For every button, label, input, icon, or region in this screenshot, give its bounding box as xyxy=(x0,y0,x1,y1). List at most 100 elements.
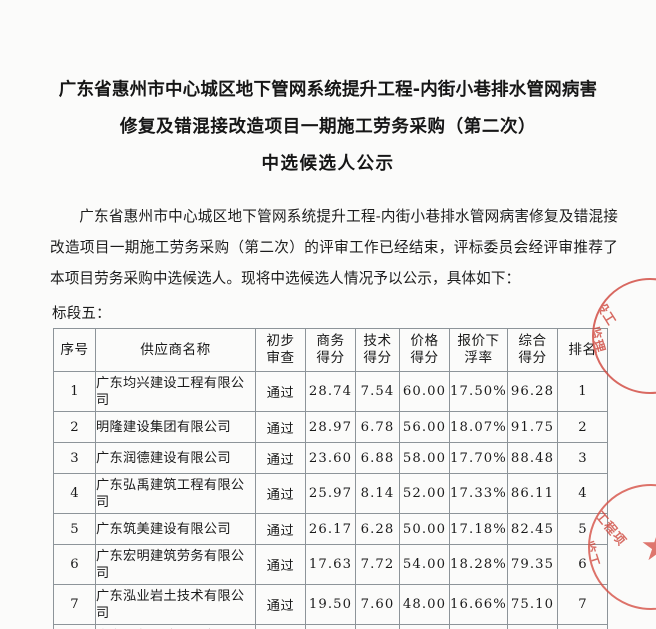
cell-preliminary-review: 通过 xyxy=(255,371,306,412)
cell-price-score: 50.00 xyxy=(399,513,450,545)
column-header-discount-rate: 报价下 浮率 xyxy=(449,328,508,372)
seal-upper-text-a: 设工 xyxy=(592,297,620,329)
column-header-price-score-l1: 价格 xyxy=(410,333,439,349)
cell-discount-rate: 16.66% xyxy=(449,584,508,625)
cell-business-score: 25.97 xyxy=(305,473,356,514)
table-header: 序号 供应商名称 初步 审查 商务 得分 技术 得分 xyxy=(53,328,608,372)
cell-rank: 1 xyxy=(557,371,608,412)
column-header-price-score-l2: 得分 xyxy=(410,350,439,366)
bid-results-table: 序号 供应商名称 初步 审查 商务 得分 技术 得分 xyxy=(53,328,608,629)
cell-technical-score: 7.54 xyxy=(355,371,400,412)
cell-preliminary-review: 通过 xyxy=(255,442,306,474)
cell-index: 1 xyxy=(53,371,96,412)
cell-business-score: 28.97 xyxy=(305,411,356,443)
column-header-discount-rate-l1: 报价下 xyxy=(457,333,500,349)
cell-total-score: 75.10 xyxy=(507,584,558,625)
cell-total-score: 82.45 xyxy=(507,513,558,545)
cell-rank: 2 xyxy=(557,411,608,443)
cell-supplier-name: 广东筑美建设有限公司 xyxy=(95,513,256,545)
cell-business-score: 23.60 xyxy=(305,442,356,474)
column-header-discount-rate-l2: 浮率 xyxy=(464,350,493,366)
cell-total-score: 79.35 xyxy=(507,544,558,585)
cell-technical-score: 6.78 xyxy=(355,411,400,443)
cell-total-score: 88.48 xyxy=(507,442,558,474)
cell-total-score: 91.75 xyxy=(507,411,558,443)
column-header-business-score-l2: 得分 xyxy=(316,350,345,366)
cell-price-score: 46.00 xyxy=(399,624,450,629)
table-row: 3 广东润德建设有限公司 通过 23.60 6.88 58.00 17.70% 88.48 3 xyxy=(53,442,608,474)
cell-price-score: 52.00 xyxy=(399,473,450,514)
cell-technical-score: 7.60 xyxy=(355,584,400,625)
cell-index: 6 xyxy=(53,544,96,585)
cell-preliminary-review: 通过 xyxy=(255,513,306,545)
cell-technical-score: 6.92 xyxy=(355,624,400,629)
cell-discount-rate: 16.36% xyxy=(449,624,508,629)
table-row: 5 广东筑美建设有限公司 通过 26.17 6.28 50.00 17.18% 82.45 5 xyxy=(53,513,608,545)
table-row: 4 广东弘禹建筑工程有限公司 通过 25.97 8.14 52.00 17.33% 86.11… xyxy=(53,473,608,514)
cell-rank: 3 xyxy=(557,442,608,474)
cell-supplier-name: 广东泓业岩土技术有限公司 xyxy=(95,584,256,625)
column-header-supplier-name-l1: 供应商名称 xyxy=(140,341,211,358)
cell-technical-score: 6.88 xyxy=(355,442,400,474)
cell-index: 7 xyxy=(53,584,96,625)
cell-supplier-name: 广东弘禹建筑工程有限公司 xyxy=(95,473,256,514)
cell-preliminary-review: 通过 xyxy=(255,411,306,443)
column-header-index: 序号 xyxy=(53,328,96,372)
document-title-block: 广东省惠州市中心城区地下管网系统提升工程-内街小巷排水管网病害 修复及错混接改造… xyxy=(0,0,656,183)
document-title-line-2: 修复及错混接改造项目一期施工劳务采购（第二次） xyxy=(119,117,537,137)
column-header-index-l1: 序号 xyxy=(60,341,89,358)
column-header-technical-score-l1: 技术 xyxy=(363,333,392,349)
seal-lower-text-b: 监工 xyxy=(588,538,604,570)
column-header-total-score-l1: 综合 xyxy=(518,333,547,349)
column-header-total-score: 综合 得分 xyxy=(507,328,558,372)
column-header-preliminary-review-l2: 审查 xyxy=(266,350,295,366)
table-row: 6 广东宏明建筑劳务有限公司 通过 17.63 7.72 54.00 18.28% 79.35… xyxy=(53,544,608,585)
column-header-rank-l1: 排名 xyxy=(568,341,597,358)
document-title-line-3: 中选候选人公示 xyxy=(261,154,395,174)
cell-total-score: 67.92 xyxy=(507,624,558,629)
cell-discount-rate: 18.28% xyxy=(449,544,508,585)
column-header-supplier-name: 供应商名称 xyxy=(95,328,256,372)
cell-technical-score: 6.28 xyxy=(355,513,400,545)
cell-discount-rate: 17.50% xyxy=(449,371,508,412)
cell-discount-rate: 17.18% xyxy=(449,513,508,545)
seal-upper-text-b: 监理 xyxy=(592,324,609,355)
table-row: 7 广东泓业岩土技术有限公司 通过 19.50 7.60 48.00 16.66% 75.10… xyxy=(53,584,608,625)
document-body-paragraph: 广东省惠州市中心城区地下管网系统提升工程-内街小巷排水管网病害修复及错混接改造项… xyxy=(50,208,618,287)
cell-price-score: 60.00 xyxy=(399,371,450,412)
cell-business-score: 26.17 xyxy=(305,513,356,545)
bid-results-table-wrapper: 序号 供应商名称 初步 审查 商务 得分 技术 得分 xyxy=(53,328,608,629)
document-title-line-1: 广东省惠州市中心城区地下管网系统提升工程-内街小巷排水管网病害 xyxy=(58,80,598,100)
table-row: 1 广东均兴建设工程有限公司 通过 28.74 7.54 60.00 17.50% 96.28… xyxy=(53,371,608,412)
column-header-price-score: 价格 得分 xyxy=(399,328,450,372)
table-row: 8广东五华一建工程有限公司通过15.006.9246.0016.36%67.92… xyxy=(53,624,608,629)
cell-index: 4 xyxy=(53,473,96,514)
cell-total-score: 86.11 xyxy=(507,473,558,514)
cell-supplier-name: 广东宏明建筑劳务有限公司 xyxy=(95,544,256,585)
cell-price-score: 48.00 xyxy=(399,584,450,625)
cell-supplier-name: 广东五华一建工程有限公司 xyxy=(95,624,256,629)
cell-supplier-name: 明隆建设集团有限公司 xyxy=(95,411,256,443)
column-header-technical-score-l2: 得分 xyxy=(363,350,392,366)
cell-price-score: 58.00 xyxy=(399,442,450,474)
column-header-preliminary-review: 初步 审查 xyxy=(255,328,306,372)
cell-business-score: 19.50 xyxy=(305,584,356,625)
cell-supplier-name: 广东均兴建设工程有限公司 xyxy=(95,371,256,412)
column-header-total-score-l2: 得分 xyxy=(518,350,547,366)
column-header-preliminary-review-l1: 初步 xyxy=(266,333,295,349)
cell-supplier-name: 广东润德建设有限公司 xyxy=(95,442,256,474)
cell-index: 3 xyxy=(53,442,96,474)
cell-discount-rate: 17.33% xyxy=(449,473,508,514)
cell-preliminary-review: 通过 xyxy=(255,473,306,514)
cell-rank: 7 xyxy=(557,584,608,625)
cell-price-score: 56.00 xyxy=(399,411,450,443)
cell-preliminary-review: 通过 xyxy=(255,624,306,629)
cell-business-score: 15.00 xyxy=(305,624,356,629)
cell-preliminary-review: 通过 xyxy=(255,544,306,585)
cell-technical-score: 7.72 xyxy=(355,544,400,585)
cell-discount-rate: 17.70% xyxy=(449,442,508,474)
table-row: 2 明隆建设集团有限公司 通过 28.97 6.78 56.00 18.07% 91.75 2 xyxy=(53,411,608,443)
column-header-business-score-l1: 商务 xyxy=(316,333,345,349)
column-header-business-score: 商务 得分 xyxy=(305,328,356,372)
cell-index: 5 xyxy=(53,513,96,545)
